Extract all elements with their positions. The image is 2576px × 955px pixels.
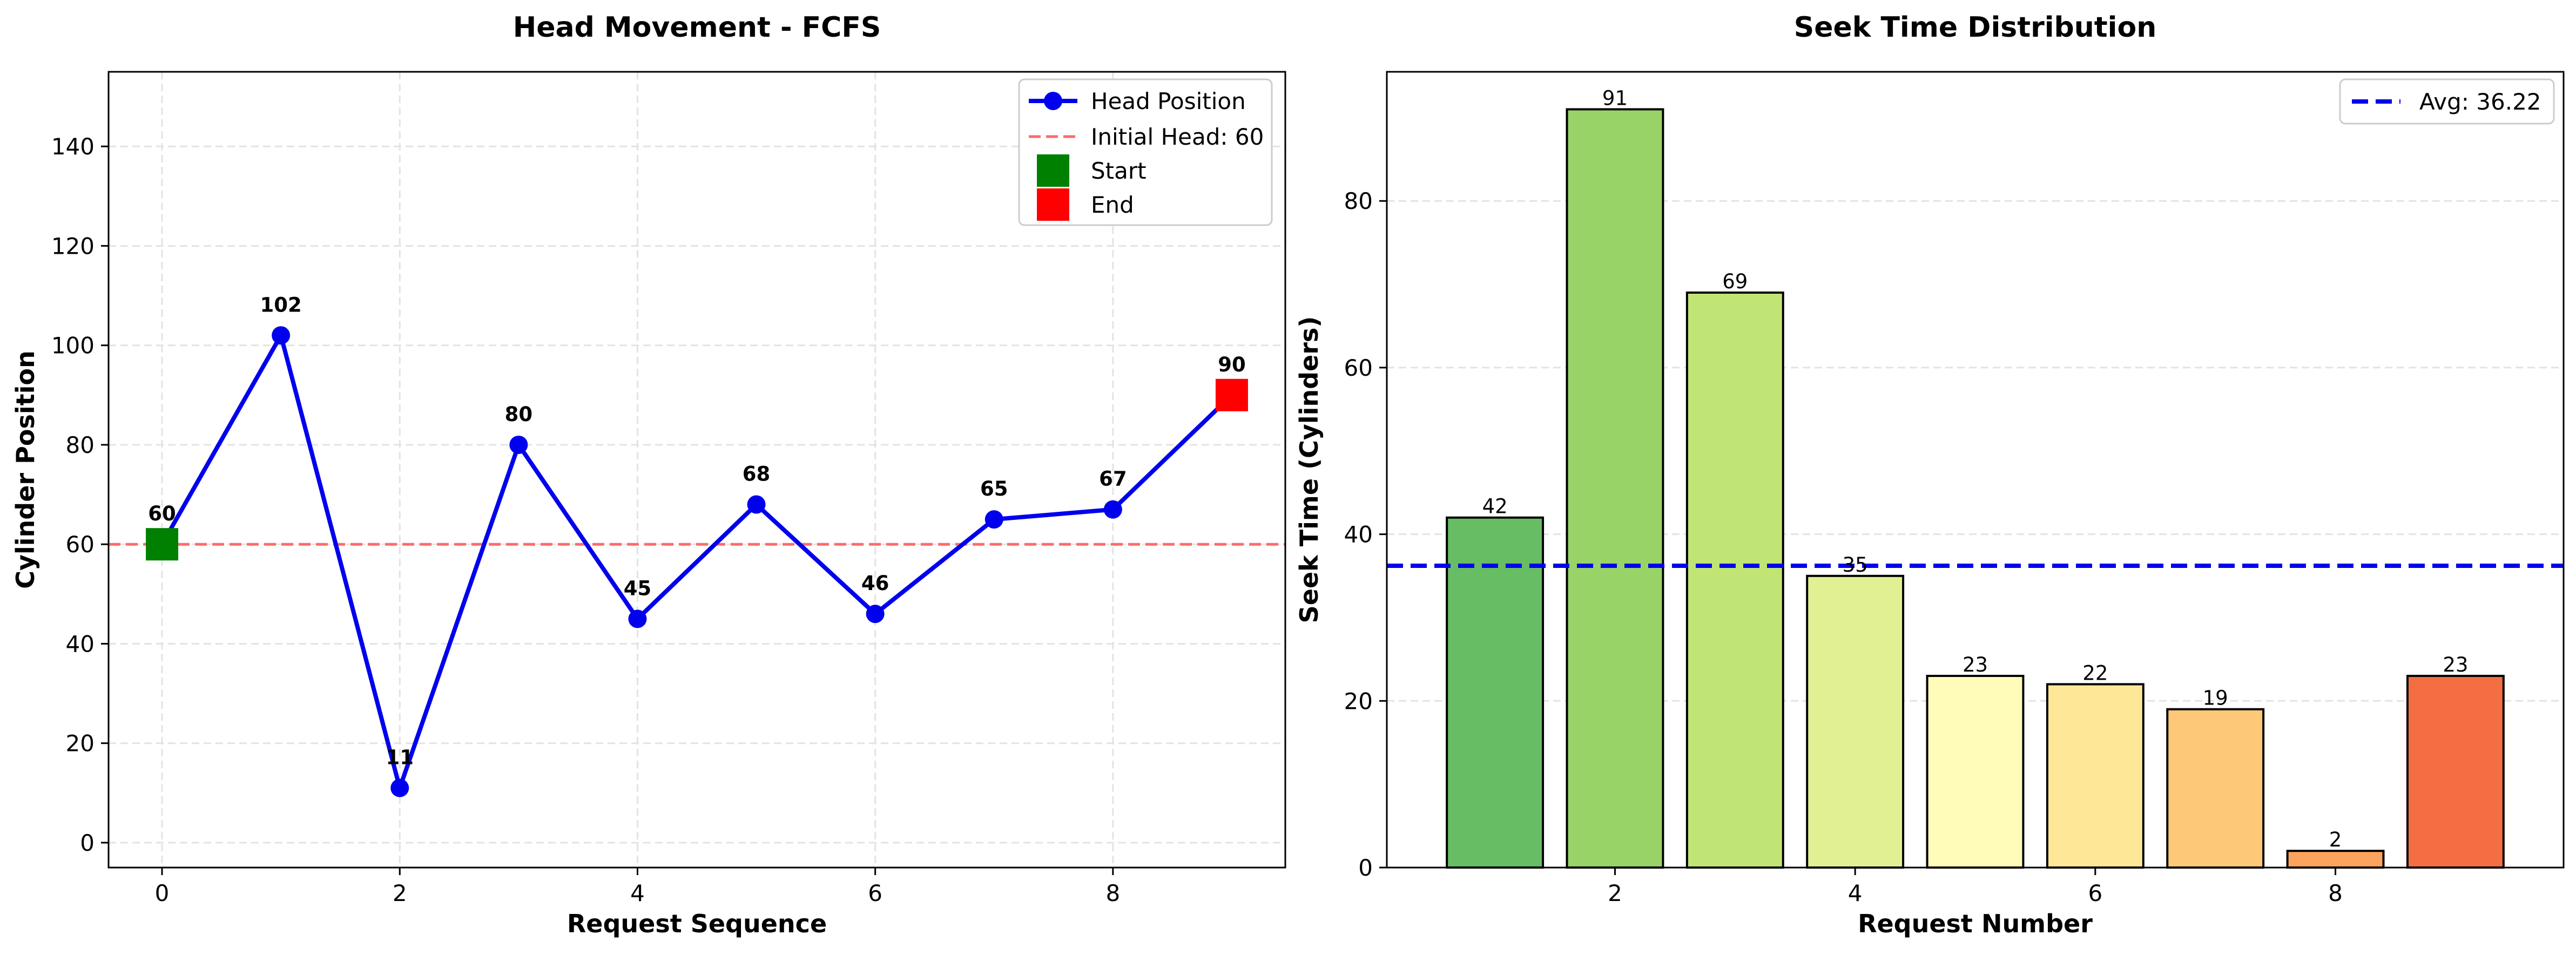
plot-frame	[1386, 71, 2565, 869]
bar-value-label: 19	[2203, 687, 2228, 710]
bar-value-label: 22	[2082, 661, 2108, 685]
bar	[1926, 675, 2025, 869]
head-position-point	[1103, 500, 1122, 519]
bar	[1566, 108, 1664, 869]
end-marker	[1215, 378, 1248, 411]
legend-box	[1018, 78, 1273, 226]
point-label: 46	[861, 572, 889, 595]
bar	[2046, 683, 2145, 869]
point-label: 68	[743, 462, 771, 485]
point-label: 60	[148, 502, 176, 525]
head-position-point	[390, 778, 409, 797]
y-axis-label: Seek Time (Cylinders)	[1294, 316, 1324, 624]
y-tick-label: 0	[80, 830, 95, 856]
bar-value-label: 35	[1843, 553, 1868, 577]
x-axis-label: Request Sequence	[567, 909, 827, 938]
legend-start-swatch	[1037, 154, 1069, 187]
x-tick-label: 2	[393, 880, 407, 906]
y-tick-label: 40	[66, 631, 95, 657]
point-label: 80	[505, 403, 533, 426]
head-position-point	[509, 435, 528, 454]
legend-label: Initial Head: 60	[1091, 124, 1264, 150]
y-tick-label: 60	[1344, 355, 1373, 381]
legend-label: Head Position	[1091, 88, 1246, 114]
point-label: 102	[260, 293, 302, 316]
x-tick-label: 6	[2088, 880, 2102, 906]
bar-value-label: 69	[1722, 270, 1748, 293]
legend-end-swatch	[1037, 188, 1069, 221]
x-tick-label: 8	[1105, 880, 1120, 906]
bar	[1685, 292, 1784, 869]
x-axis-label: Request Number	[1858, 909, 2093, 938]
bar-value-label: 2	[2329, 828, 2342, 851]
y-tick-label: 20	[1344, 688, 1373, 714]
bar	[2286, 850, 2385, 869]
chart-title: Seek Time Distribution	[1794, 11, 2156, 44]
bar	[2406, 675, 2505, 869]
y-tick-label: 0	[1358, 855, 1373, 881]
legend-label: Avg: 36.22	[2419, 89, 2541, 115]
legend: Head Position Initial Head: 60 Start End	[1018, 78, 1273, 226]
head-position-line	[160, 333, 1233, 790]
x-tick-label: 4	[1848, 880, 1863, 906]
head-position-point	[628, 609, 647, 628]
y-tick-label: 60	[66, 531, 95, 558]
bar-value-label: 23	[1963, 653, 1988, 676]
point-label: 90	[1218, 353, 1246, 376]
y-tick-label: 80	[66, 432, 95, 458]
x-tick-label: 2	[1608, 880, 1622, 906]
start-marker	[146, 528, 179, 561]
y-tick-label: 120	[51, 233, 95, 259]
legend-box	[2339, 78, 2555, 125]
y-tick-label: 100	[51, 333, 95, 359]
plot-frame	[107, 71, 1286, 869]
x-tick-label: 0	[155, 880, 170, 906]
bar	[2166, 708, 2265, 869]
bar	[1806, 574, 1905, 869]
legend-marker-swatch	[1044, 92, 1062, 110]
bar-value-label: 42	[1482, 495, 1508, 518]
legend-label: Start	[1091, 158, 1147, 184]
point-label: 65	[980, 477, 1008, 500]
legend-label: End	[1091, 192, 1134, 218]
y-tick-label: 40	[1344, 521, 1373, 548]
point-label: 67	[1099, 468, 1127, 491]
legend: Avg: 36.22	[2339, 78, 2555, 125]
bar-value-label: 23	[2443, 653, 2468, 676]
head-position-point	[747, 495, 766, 514]
head-position-point	[272, 326, 291, 345]
head-position-point	[866, 605, 885, 624]
y-tick-label: 80	[1344, 188, 1373, 214]
bar-value-label: 91	[1602, 86, 1628, 110]
y-tick-label: 20	[66, 730, 95, 757]
x-tick-label: 4	[630, 880, 645, 906]
point-label: 45	[624, 577, 652, 600]
head-position-point	[984, 510, 1003, 529]
chart-title: Head Movement - FCFS	[513, 11, 881, 44]
bar	[1446, 516, 1545, 869]
x-tick-label: 6	[868, 880, 882, 906]
point-label: 11	[386, 746, 414, 769]
y-tick-label: 140	[51, 133, 95, 160]
x-tick-label: 8	[2328, 880, 2343, 906]
y-axis-label: Cylinder Position	[11, 350, 40, 588]
